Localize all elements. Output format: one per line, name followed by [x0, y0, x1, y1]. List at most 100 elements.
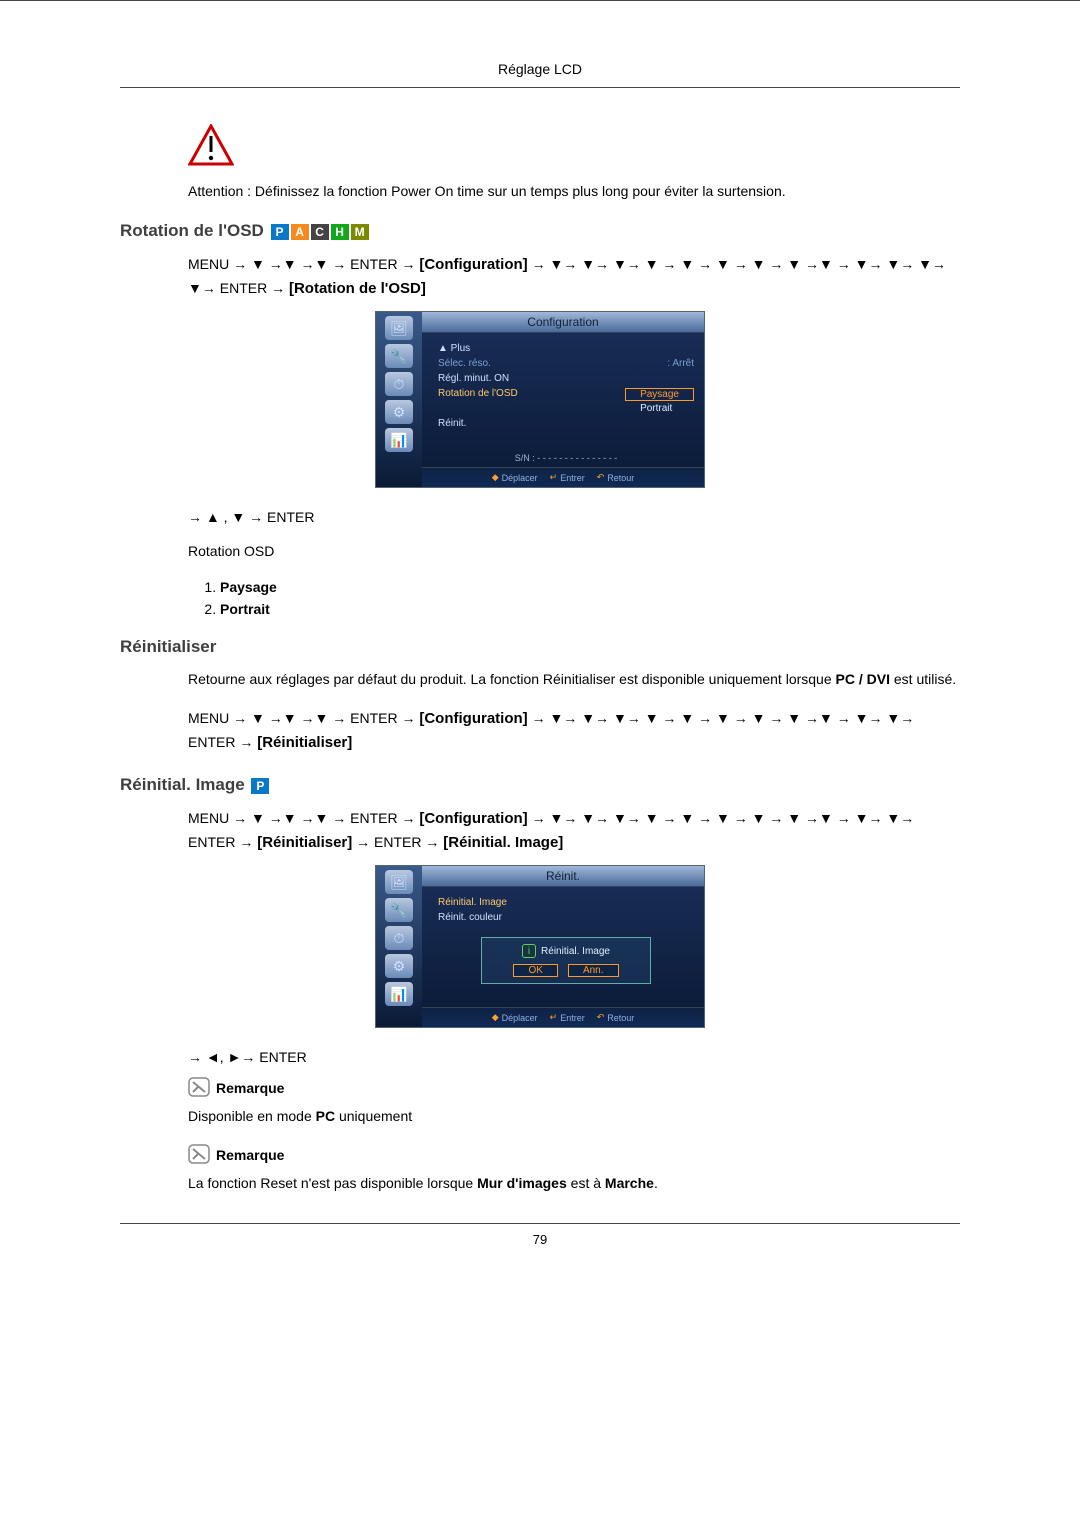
move-icon: ◆: [492, 1012, 499, 1023]
reinit-nav-path: MENU → ▼ →▼ →▼ → ENTER → [Configuration]…: [188, 707, 960, 755]
list-item-label: Portrait: [220, 601, 270, 617]
text: La fonction Reset n'est pas disponible l…: [188, 1175, 477, 1191]
note-label: Remarque: [216, 1080, 284, 1096]
text-bold: PC: [316, 1108, 335, 1124]
page-header: Réglage LCD: [120, 61, 960, 88]
dialog-cancel-button: Ann.: [568, 964, 619, 977]
section-title-rotation-text: Rotation de l'OSD: [120, 221, 264, 240]
section-title-text: Réinitial. Image: [120, 775, 245, 794]
badge-p-icon: P: [271, 224, 289, 240]
dialog-ok-button: OK: [513, 964, 557, 977]
text: Retourne aux réglages par défaut du prod…: [188, 671, 836, 687]
nav-bracket: [Réinitialiser]: [257, 734, 352, 751]
text-bold: Mur d'images: [477, 1175, 567, 1191]
osd-side-icon: 🖼: [385, 316, 413, 340]
warning-icon: [188, 124, 960, 169]
osd-side-icon: 📊: [385, 428, 413, 452]
nav-bracket: [Rotation de l'OSD]: [289, 280, 426, 297]
text-bold: Marche: [605, 1175, 654, 1191]
nav-text: MENU → ▼ →▼ →▼ → ENTER →: [188, 256, 419, 272]
note-row: Remarque: [188, 1144, 960, 1167]
section-title-reinit: Réinitialiser: [120, 637, 960, 657]
text: est utilisé.: [890, 671, 956, 687]
text: uniquement: [335, 1108, 412, 1124]
osd-row-label: Sélec. réso.: [438, 358, 491, 369]
badge-p-icon: P: [251, 778, 269, 794]
osd-side-icon: ⏱: [385, 372, 413, 396]
reinit-paragraph: Retourne aux réglages par défaut du prod…: [188, 669, 960, 689]
note2-text: La fonction Reset n'est pas disponible l…: [188, 1173, 960, 1193]
return-icon: ↶: [597, 1012, 605, 1023]
list-item-label: Paysage: [220, 579, 277, 595]
osd-row-label: Régl. minut. ON: [438, 373, 509, 384]
text-bold: PC / DVI: [836, 671, 890, 687]
enter-icon: ↵: [550, 472, 558, 483]
badge-a-icon: A: [291, 224, 309, 240]
page-number: 79: [120, 1223, 960, 1247]
osd-foot-enter: Entrer: [560, 473, 585, 483]
osd-row-label: Réinitial. Image: [438, 897, 507, 908]
osd-side-icon: ⚙: [385, 400, 413, 424]
move-icon: ◆: [492, 472, 499, 483]
return-icon: ↶: [597, 472, 605, 483]
osd-selected-option: Paysage: [625, 388, 694, 401]
nav-bracket: [Configuration]: [419, 710, 527, 727]
list-item: Paysage: [220, 579, 960, 595]
badge-c-icon: C: [311, 224, 329, 240]
osd-foot-move: Déplacer: [502, 473, 538, 483]
section-title-reinit-image: Réinitial. Image P: [120, 775, 960, 795]
osd-foot-return: Retour: [607, 1013, 634, 1023]
badge-h-icon: H: [331, 224, 349, 240]
dialog-title: Réinitial. Image: [541, 946, 610, 957]
osd-serial: S/N : - - - - - - - - - - - - - - -: [438, 453, 694, 463]
osd-title: Réinit.: [422, 866, 704, 887]
osd-side-icon: 🔧: [385, 898, 413, 922]
osd-screenshot-reinit: 🖼 🔧 ⏱ ⚙ 📊 Réinit. Réinitial. Image Réini…: [120, 865, 960, 1028]
osd-foot-return: Retour: [607, 473, 634, 483]
note-icon: [188, 1144, 210, 1167]
nav-text: → ENTER →: [356, 834, 443, 850]
osd-side-icon: 📊: [385, 982, 413, 1006]
osd-side-icon: ⚙: [385, 954, 413, 978]
badge-m-icon: M: [351, 224, 369, 240]
osd-screenshot-rotation: 🖼 🔧 ⏱ ⚙ 📊 Configuration ▲ Plus Sélec. ré…: [120, 311, 960, 488]
info-icon: i: [522, 944, 536, 958]
list-item: Portrait: [220, 601, 960, 617]
osd-row-label: Réinit.: [438, 418, 466, 429]
reinit-image-nav2: → ◄, ►→ ENTER: [188, 1046, 960, 1068]
osd-foot-enter: Entrer: [560, 1013, 585, 1023]
text: est à: [567, 1175, 605, 1191]
osd-side-icon: 🔧: [385, 344, 413, 368]
rotation-option-list: Paysage Portrait: [220, 579, 960, 617]
rotation-nav2: → ▲ , ▼ → ENTER: [188, 506, 960, 528]
badges-rotation: P A C H M: [271, 224, 369, 240]
nav-bracket: [Configuration]: [419, 256, 527, 273]
rotation-subhead: Rotation OSD: [188, 541, 960, 561]
note-icon: [188, 1077, 210, 1100]
section-title-rotation: Rotation de l'OSD P A C H M: [120, 221, 960, 241]
osd-foot-move: Déplacer: [502, 1013, 538, 1023]
nav-text: MENU → ▼ →▼ →▼ → ENTER →: [188, 810, 419, 826]
nav-bracket: [Configuration]: [419, 810, 527, 827]
nav-text: MENU → ▼ →▼ →▼ → ENTER →: [188, 710, 419, 726]
text: .: [654, 1175, 658, 1191]
osd-option: Portrait: [625, 403, 672, 414]
osd-row-value: : Arrêt: [667, 358, 694, 369]
reinit-image-nav-path: MENU → ▼ →▼ →▼ → ENTER → [Configuration]…: [188, 807, 960, 855]
osd-row-label: ▲ Plus: [438, 343, 470, 354]
osd-row-label: Rotation de l'OSD: [438, 388, 518, 414]
nav-bracket: [Réinitialiser]: [257, 834, 352, 851]
text: Disponible en mode: [188, 1108, 316, 1124]
osd-side-icon: ⏱: [385, 926, 413, 950]
osd-side-icon: 🖼: [385, 870, 413, 894]
osd-dialog: i Réinitial. Image OK Ann.: [481, 937, 651, 984]
osd-title: Configuration: [422, 312, 704, 333]
note1-text: Disponible en mode PC uniquement: [188, 1106, 960, 1126]
rotation-nav-path: MENU → ▼ →▼ →▼ → ENTER → [Configuration]…: [188, 253, 960, 301]
warning-text: Attention : Définissez la fonction Power…: [188, 181, 960, 201]
note-row: Remarque: [188, 1077, 960, 1100]
nav-bracket: [Réinitial. Image]: [443, 834, 563, 851]
enter-icon: ↵: [550, 1012, 558, 1023]
note-label: Remarque: [216, 1147, 284, 1163]
osd-row-label: Réinit. couleur: [438, 912, 502, 923]
